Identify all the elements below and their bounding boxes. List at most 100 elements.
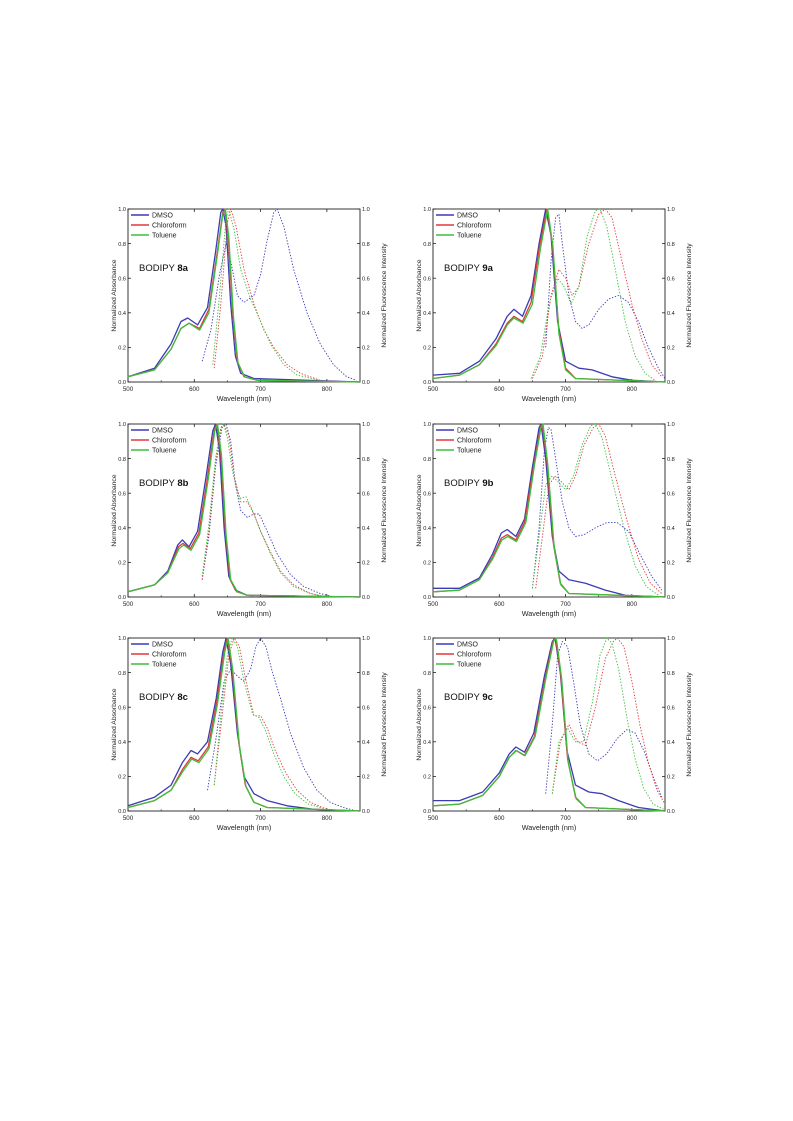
- y-tick-label-left: 1.0: [423, 207, 431, 213]
- y-tick-label-left: 0.4: [118, 740, 126, 746]
- fluorescence-line-dmso: [201, 423, 334, 598]
- plot-frame: [432, 208, 666, 383]
- absorbance-line-dmso: [127, 208, 361, 383]
- y-axis-title-right: Normalized Fluorescence Intensity: [381, 243, 388, 348]
- y-tick-label-right: 0.2: [667, 775, 675, 781]
- x-tick-label: 600: [494, 386, 505, 393]
- y-tick-label-left: 1.0: [423, 636, 431, 642]
- y-axis-title-right: Normalized Fluorescence Intensity: [381, 672, 388, 777]
- y-tick-label-right: 1.0: [667, 207, 675, 213]
- x-tick-label: 700: [560, 601, 571, 608]
- plot-frame: [127, 423, 361, 598]
- y-tick-label-right: 1.0: [362, 422, 370, 428]
- x-tick-label: 800: [322, 815, 333, 822]
- legend-label: DMSO: [152, 427, 174, 434]
- y-tick-label-right: 1.0: [667, 636, 675, 642]
- y-tick-label-right: 0.8: [667, 671, 675, 677]
- x-tick-label: 700: [255, 386, 266, 393]
- y-tick-label-right: 0.0: [667, 595, 675, 601]
- chart-panel-8b: 500 600 700 800 0.0 0.0 0.2 0.2 0.4 0.4 0.6 0.6 0.8 0…: [111, 422, 388, 618]
- x-tick-label: 800: [322, 386, 333, 393]
- y-tick-label-right: 0.0: [362, 595, 370, 601]
- y-tick-label-right: 0.2: [362, 561, 370, 567]
- compound-label: BODIPY 9b: [444, 478, 494, 489]
- x-tick-label: 700: [255, 815, 266, 822]
- x-tick-label: 500: [428, 601, 439, 608]
- legend-label: Toluene: [152, 661, 177, 668]
- legend-label: Toluene: [152, 447, 177, 454]
- absorbance-line-dmso: [433, 637, 666, 812]
- y-tick-label-right: 0.4: [667, 740, 675, 746]
- absorbance-line-toluene: [432, 208, 666, 383]
- plot-frame: [432, 423, 666, 598]
- chart-panel-8c: 500 600 700 800 0.0 0.0 0.2 0.2 0.4 0.4 0.6 0.6 0.8 0…: [111, 636, 388, 832]
- y-tick-label-left: 0.0: [423, 809, 431, 815]
- fluorescence-line-chloroform: [201, 423, 327, 598]
- compound-label: BODIPY 8c: [139, 692, 188, 703]
- y-axis-title-left: Normalized Absorbance: [416, 259, 423, 331]
- y-tick-label-left: 0.2: [423, 346, 431, 352]
- y-tick-label-right: 0.2: [667, 561, 675, 567]
- compound-label-prefix: BODIPY: [139, 263, 177, 274]
- x-tick-label: 500: [123, 815, 134, 822]
- absorbance-line-toluene: [432, 423, 666, 598]
- y-tick-label-left: 0.8: [423, 242, 431, 248]
- compound-label-prefix: BODIPY: [444, 263, 482, 274]
- compound-label-id: 8c: [177, 692, 188, 703]
- y-tick-label-left: 0.2: [423, 561, 431, 567]
- compound-label: BODIPY 9a: [444, 263, 494, 274]
- y-tick-label-right: 0.8: [362, 671, 370, 677]
- y-tick-label-left: 0.6: [423, 276, 431, 282]
- y-tick-label-right: 0.6: [667, 276, 675, 282]
- compound-label: BODIPY 8a: [139, 263, 189, 274]
- compound-label-id: 9a: [482, 263, 493, 274]
- y-tick-label-left: 0.0: [423, 595, 431, 601]
- plot-frame: [127, 637, 361, 812]
- y-tick-label-right: 0.0: [667, 809, 675, 815]
- compound-label-id: 9b: [482, 478, 493, 489]
- y-tick-label-right: 0.8: [362, 457, 370, 463]
- y-axis-title-left: Normalized Absorbance: [416, 688, 423, 760]
- x-tick-label: 600: [189, 601, 200, 608]
- y-tick-label-right: 0.6: [667, 705, 675, 711]
- x-axis-title: Wavelength (nm): [217, 823, 271, 832]
- y-axis-title-right: Normalized Fluorescence Intensity: [381, 458, 388, 563]
- x-axis-title: Wavelength (nm): [522, 394, 576, 403]
- chart-panel-8a: 500 600 700 800 0.0 0.0 0.2 0.2 0.4 0.4 0.6 0.6 0.8 0…: [111, 207, 388, 403]
- y-tick-label-left: 0.6: [118, 491, 126, 497]
- y-tick-label-left: 0.0: [118, 595, 126, 601]
- y-tick-label-left: 0.4: [423, 526, 431, 532]
- y-tick-label-left: 0.8: [423, 671, 431, 677]
- y-tick-label-right: 0.4: [362, 311, 370, 317]
- legend-label: Chloroform: [152, 651, 187, 658]
- legend-label: DMSO: [152, 641, 174, 648]
- x-axis-title: Wavelength (nm): [522, 609, 576, 618]
- x-axis-title: Wavelength (nm): [217, 609, 271, 618]
- fluorescence-line-toluene: [551, 637, 664, 810]
- absorbance-line-toluene: [432, 637, 666, 812]
- x-tick-label: 600: [494, 815, 505, 822]
- fluorescence-line-dmso: [545, 213, 666, 379]
- y-tick-label-left: 0.8: [423, 457, 431, 463]
- chart-panel-9b: 500 600 700 800 0.0 0.0 0.2 0.2 0.4 0.4 0.6 0.6 0.8 0…: [416, 422, 693, 618]
- fluorescence-line-toluene: [213, 637, 328, 810]
- y-tick-label-left: 0.8: [118, 242, 126, 248]
- y-axis-title-right: Normalized Fluorescence Intensity: [686, 458, 693, 563]
- x-tick-label: 800: [322, 601, 333, 608]
- compound-label-prefix: BODIPY: [444, 692, 482, 703]
- y-tick-label-left: 0.0: [118, 380, 126, 386]
- y-tick-label-right: 0.0: [362, 380, 370, 386]
- legend-label: Toluene: [152, 232, 177, 239]
- fluorescence-line-chloroform: [535, 423, 663, 594]
- legend-label: Toluene: [457, 447, 482, 454]
- absorbance-line-toluene: [127, 208, 361, 383]
- y-tick-label-right: 0.6: [362, 705, 370, 711]
- x-tick-label: 500: [428, 386, 439, 393]
- y-tick-label-right: 0.4: [362, 526, 370, 532]
- x-tick-label: 800: [627, 386, 638, 393]
- y-tick-label-right: 0.4: [667, 311, 675, 317]
- y-tick-label-left: 0.0: [423, 380, 431, 386]
- y-tick-label-left: 0.8: [118, 457, 126, 463]
- x-tick-label: 700: [255, 601, 266, 608]
